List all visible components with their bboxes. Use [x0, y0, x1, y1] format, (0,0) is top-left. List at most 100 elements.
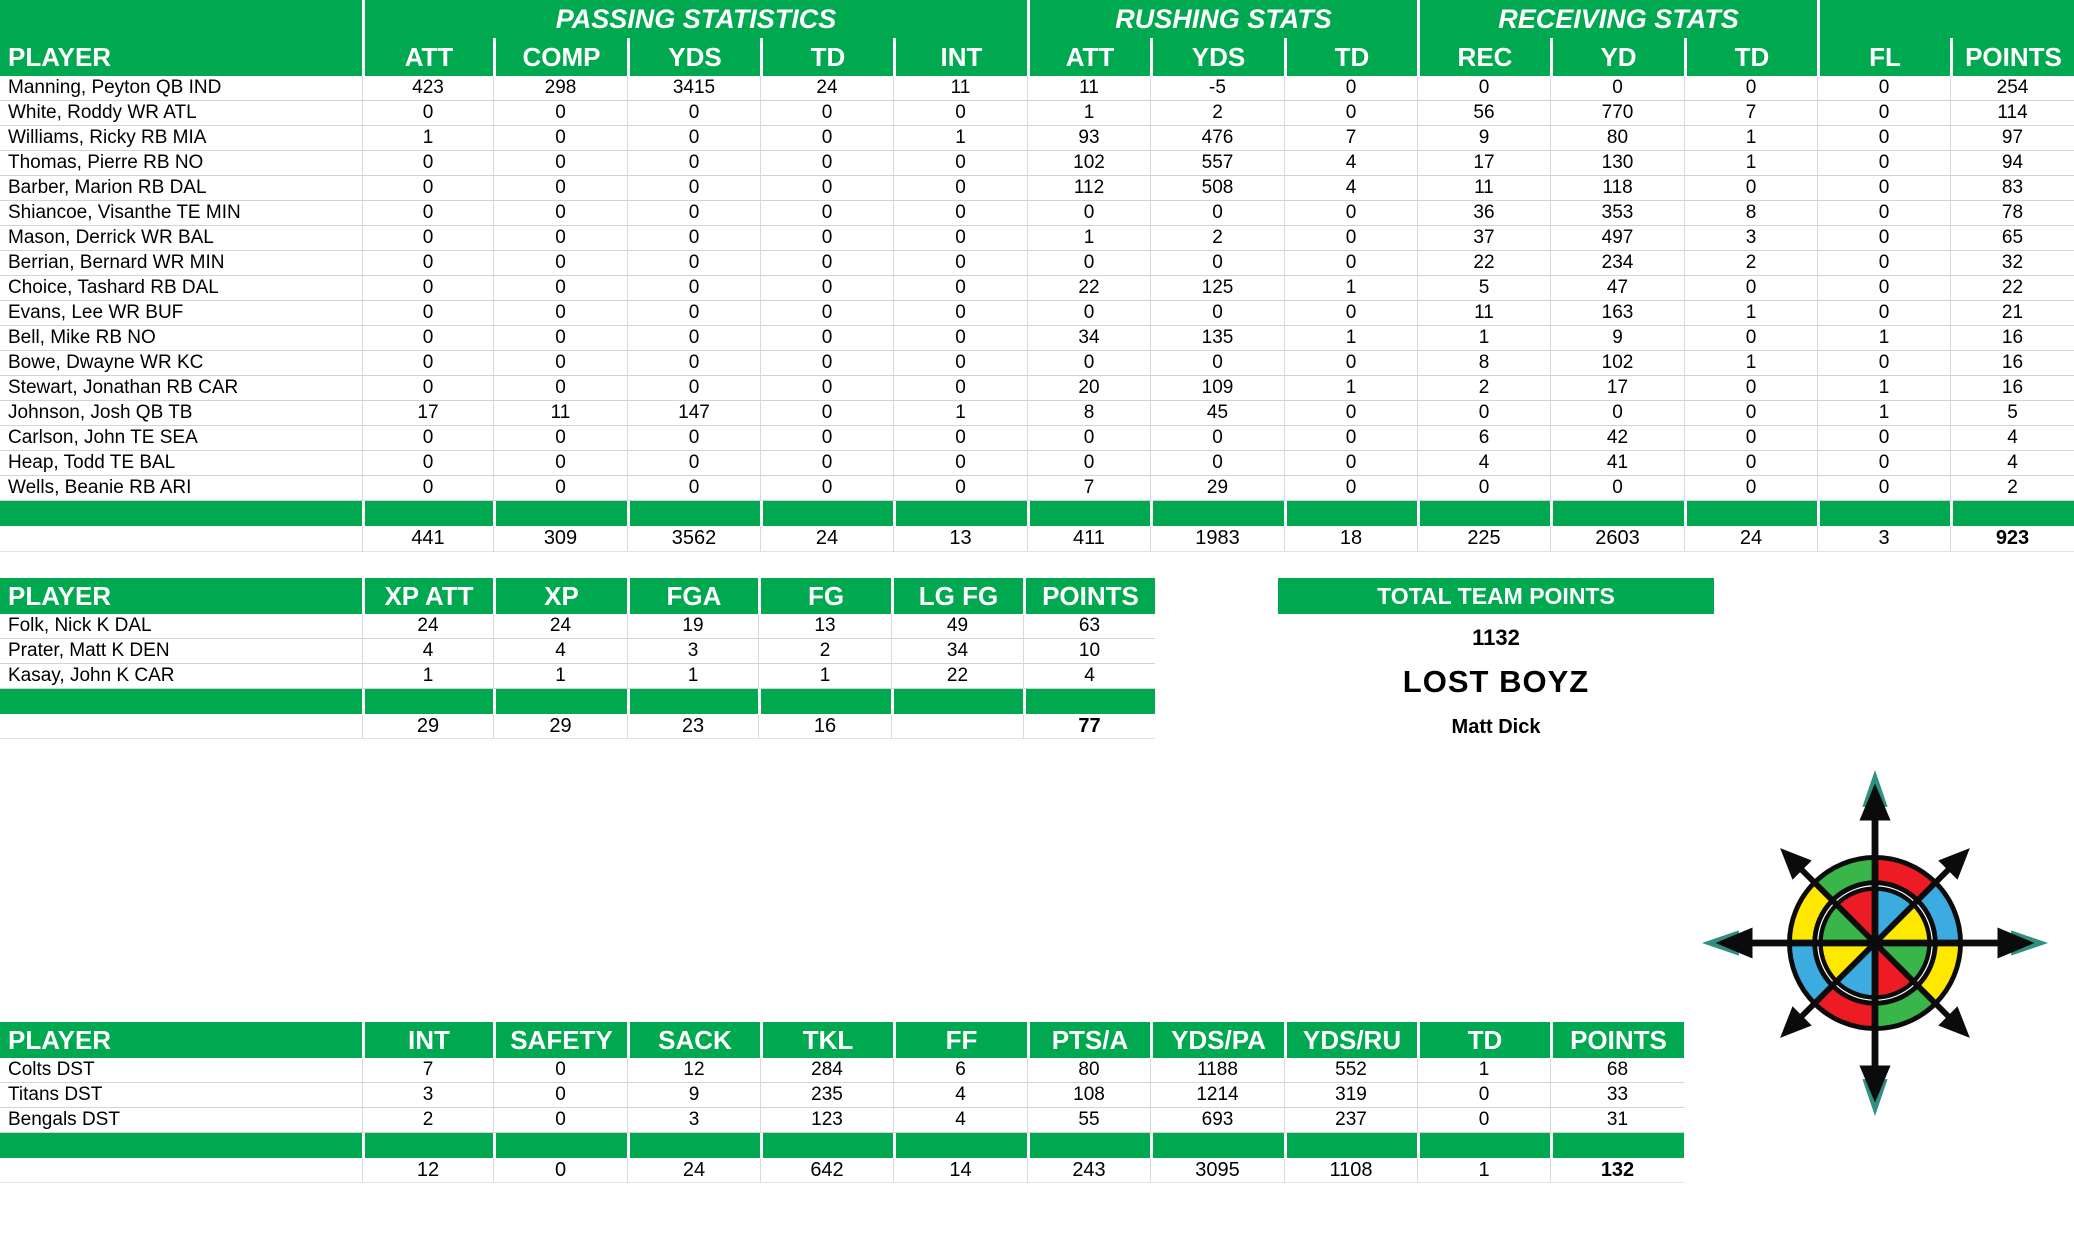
stat-cell[interactable]: 5	[1950, 401, 2074, 426]
stat-cell[interactable]: 8	[1417, 351, 1550, 376]
stat-cell[interactable]: 4	[493, 639, 627, 664]
stat-cell[interactable]: 0	[760, 426, 893, 451]
player-cell[interactable]: Prater, Matt K DEN	[0, 639, 362, 664]
stat-cell[interactable]: 20	[1027, 376, 1150, 401]
stat-cell[interactable]: 0	[1684, 426, 1817, 451]
stat-cell[interactable]: 235	[760, 1083, 893, 1108]
stat-cell[interactable]: 0	[893, 276, 1027, 301]
stat-cell[interactable]: 0	[1284, 76, 1417, 101]
player-cell[interactable]: Mason, Derrick WR BAL	[0, 226, 362, 251]
stat-cell[interactable]: 0	[1817, 151, 1950, 176]
stat-cell[interactable]: 0	[760, 126, 893, 151]
stat-cell[interactable]: 45	[1150, 401, 1284, 426]
stat-cell[interactable]: 3	[362, 1083, 493, 1108]
stat-cell[interactable]: 6	[893, 1058, 1027, 1083]
stat-cell[interactable]: 123	[760, 1108, 893, 1133]
stat-cell[interactable]: 31	[1550, 1108, 1684, 1133]
stat-cell[interactable]: 0	[1150, 301, 1284, 326]
stat-cell[interactable]: 112	[1027, 176, 1150, 201]
stat-cell[interactable]: 0	[1417, 76, 1550, 101]
stat-cell[interactable]: 1	[627, 664, 758, 689]
stat-cell[interactable]: 0	[493, 276, 627, 301]
total-cell[interactable]	[891, 714, 1023, 739]
column-header[interactable]: SACK	[627, 1022, 760, 1058]
stat-cell[interactable]: 0	[362, 101, 493, 126]
player-cell[interactable]: Carlson, John TE SEA	[0, 426, 362, 451]
player-cell[interactable]: Folk, Nick K DAL	[0, 614, 362, 639]
stat-cell[interactable]: 0	[1817, 176, 1950, 201]
stat-cell[interactable]: 0	[893, 476, 1027, 501]
stat-cell[interactable]: 1188	[1150, 1058, 1284, 1083]
stat-cell[interactable]: 47	[1550, 276, 1684, 301]
stat-cell[interactable]: 497	[1550, 226, 1684, 251]
stat-cell[interactable]: 36	[1417, 201, 1550, 226]
stat-cell[interactable]: 11	[893, 76, 1027, 101]
stat-cell[interactable]: 0	[893, 201, 1027, 226]
total-cell[interactable]: 1108	[1284, 1158, 1417, 1183]
stat-cell[interactable]: 1	[1817, 376, 1950, 401]
stat-cell[interactable]: 0	[1817, 251, 1950, 276]
stat-cell[interactable]: 353	[1550, 201, 1684, 226]
stat-cell[interactable]: 135	[1150, 326, 1284, 351]
stat-cell[interactable]: 0	[362, 376, 493, 401]
stat-cell[interactable]: 68	[1550, 1058, 1684, 1083]
total-team-points-header[interactable]: TOTAL TEAM POINTS	[1278, 578, 1714, 614]
stat-cell[interactable]: 7	[1684, 101, 1817, 126]
stat-cell[interactable]: 21	[1950, 301, 2074, 326]
stat-cell[interactable]: 1	[1027, 226, 1150, 251]
stat-cell[interactable]: 114	[1950, 101, 2074, 126]
total-cell[interactable]: 225	[1417, 526, 1550, 552]
total-row-label[interactable]	[0, 1158, 362, 1183]
stat-cell[interactable]: -5	[1150, 76, 1284, 101]
stat-cell[interactable]: 0	[493, 326, 627, 351]
total-cell[interactable]: 309	[493, 526, 627, 552]
stat-cell[interactable]: 0	[1417, 1108, 1550, 1133]
group-header[interactable]: PASSING STATISTICS	[362, 0, 1027, 38]
stat-cell[interactable]: 0	[1027, 301, 1150, 326]
stat-cell[interactable]: 1	[758, 664, 891, 689]
stat-cell[interactable]: 0	[493, 451, 627, 476]
total-cell[interactable]: 411	[1027, 526, 1150, 552]
stat-cell[interactable]: 19	[627, 614, 758, 639]
stat-cell[interactable]: 7	[1284, 126, 1417, 151]
group-header[interactable]: RUSHING STATS	[1027, 0, 1417, 38]
stat-cell[interactable]: 56	[1417, 101, 1550, 126]
total-cell[interactable]: 24	[627, 1158, 760, 1183]
stat-cell[interactable]: 0	[362, 176, 493, 201]
player-cell[interactable]: White, Roddy WR ATL	[0, 101, 362, 126]
total-cell[interactable]: 24	[760, 526, 893, 552]
stat-cell[interactable]: 0	[493, 1108, 627, 1133]
stat-cell[interactable]: 0	[1817, 76, 1950, 101]
column-header[interactable]: TD	[1684, 38, 1817, 76]
player-cell[interactable]: Bengals DST	[0, 1108, 362, 1133]
owner-name[interactable]: Matt Dick	[1451, 716, 1541, 738]
stat-cell[interactable]: 102	[1027, 151, 1150, 176]
stat-cell[interactable]: 94	[1950, 151, 2074, 176]
stat-cell[interactable]: 0	[1284, 451, 1417, 476]
column-header[interactable]: YDS	[1150, 38, 1284, 76]
stat-cell[interactable]: 37	[1417, 226, 1550, 251]
stat-cell[interactable]: 102	[1550, 351, 1684, 376]
stat-cell[interactable]: 0	[1150, 451, 1284, 476]
group-header-blank[interactable]	[0, 0, 362, 38]
stat-cell[interactable]: 22	[1027, 276, 1150, 301]
stat-cell[interactable]: 0	[1284, 351, 1417, 376]
stat-cell[interactable]: 11	[1417, 301, 1550, 326]
stat-cell[interactable]: 11	[1417, 176, 1550, 201]
stat-cell[interactable]: 0	[1684, 76, 1817, 101]
total-cell[interactable]: 13	[893, 526, 1027, 552]
stat-cell[interactable]: 0	[1684, 176, 1817, 201]
stat-cell[interactable]: 0	[760, 251, 893, 276]
stat-cell[interactable]: 1	[1684, 351, 1817, 376]
stat-cell[interactable]: 0	[1284, 226, 1417, 251]
stat-cell[interactable]: 0	[362, 451, 493, 476]
stat-cell[interactable]: 109	[1150, 376, 1284, 401]
stat-cell[interactable]: 0	[760, 201, 893, 226]
stat-cell[interactable]: 1	[1027, 101, 1150, 126]
stat-cell[interactable]: 1	[1684, 301, 1817, 326]
stat-cell[interactable]: 0	[493, 301, 627, 326]
stat-cell[interactable]: 0	[893, 151, 1027, 176]
column-header[interactable]: INT	[893, 38, 1027, 76]
stat-cell[interactable]: 0	[1284, 301, 1417, 326]
stat-cell[interactable]: 130	[1550, 151, 1684, 176]
